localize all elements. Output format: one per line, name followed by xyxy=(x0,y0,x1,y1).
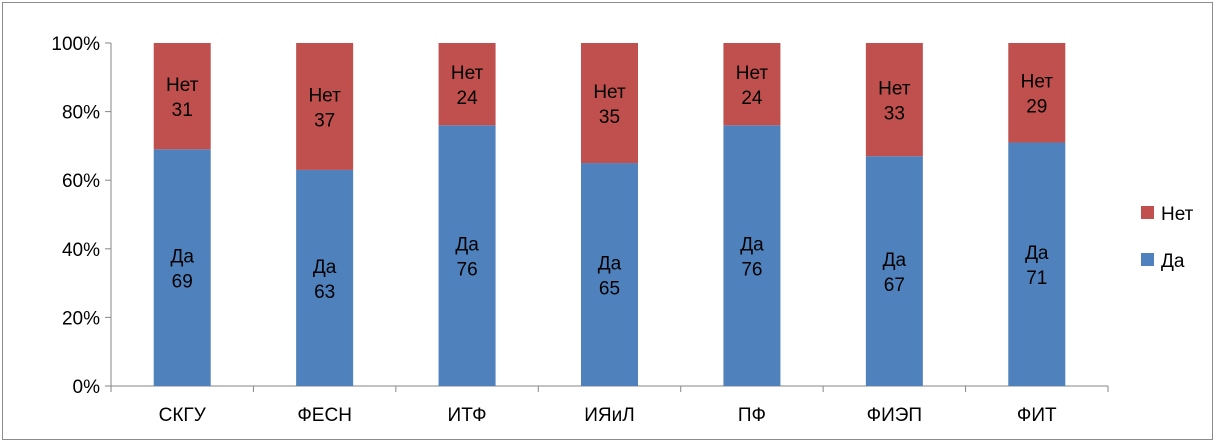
y-tick-label: 40% xyxy=(62,240,100,261)
bar-value-label: 76 xyxy=(741,260,762,281)
bar-value-label: 29 xyxy=(1026,97,1047,118)
bar-series-label: Нет xyxy=(878,79,911,100)
bar-value-label: 37 xyxy=(314,110,335,131)
bars: Да 69 Нет 31 Да 63 Нет 37 Да 76 Нет 24 Да 65 Нет 35 Да 76… xyxy=(153,43,1066,386)
x-axis: СКГУ ФЕСН ИТФ ИЯиЛ ПФ ФИЭП ФИТ xyxy=(110,385,1109,426)
bar-segment xyxy=(581,163,638,386)
bar-value-label: 71 xyxy=(1026,268,1047,289)
x-tick-label: ФИЭП xyxy=(867,405,922,426)
x-tick-label: ФИТ xyxy=(1017,405,1057,426)
bar-segment xyxy=(153,43,211,150)
y-tick-label: 20% xyxy=(62,308,100,329)
bar-value-label: 24 xyxy=(457,88,479,109)
y-axis: 0% 20% 40% 60% 80% 100% xyxy=(51,34,112,398)
legend: Нет Да xyxy=(1141,204,1194,272)
x-tick-label: ИЯиЛ xyxy=(584,405,634,426)
y-tick-label: 100% xyxy=(51,34,100,55)
bar-value-label: 35 xyxy=(599,107,620,128)
x-tick-label: ФЕСН xyxy=(297,405,352,426)
bar-value-label: 65 xyxy=(599,279,620,300)
bar-series-label: Да xyxy=(455,235,479,256)
bar-segment xyxy=(153,149,211,386)
bar-series-label: Нет xyxy=(593,82,626,103)
bar-series-label: Нет xyxy=(1021,72,1054,93)
bar-value-label: 31 xyxy=(172,100,193,121)
bar-segment xyxy=(1008,43,1066,143)
bar-series-label: Да xyxy=(170,247,194,268)
bar-series-label: Нет xyxy=(451,63,484,84)
legend-swatch xyxy=(1141,253,1154,266)
bar-segment xyxy=(1008,142,1066,386)
y-tick-label: 0% xyxy=(73,377,101,398)
x-tick-label: СКГУ xyxy=(159,405,207,426)
bar-segment xyxy=(296,43,354,170)
legend-swatch xyxy=(1141,206,1154,219)
bar-series-label: Да xyxy=(598,254,622,275)
bar-segment xyxy=(438,125,496,386)
legend-label: Да xyxy=(1161,251,1185,272)
bar-series-label: Нет xyxy=(736,63,769,84)
y-tick-label: 80% xyxy=(62,103,100,124)
bar-segment xyxy=(865,43,923,157)
bar-series-label: Нет xyxy=(166,75,199,96)
bar-segment xyxy=(438,43,496,126)
bar-value-label: 24 xyxy=(741,88,763,109)
legend-label: Нет xyxy=(1161,204,1194,225)
y-tick-label: 60% xyxy=(62,171,100,192)
bar-segment xyxy=(296,169,354,386)
bar-value-label: 33 xyxy=(884,104,905,125)
bar-value-label: 63 xyxy=(314,282,335,303)
bar-series-label: Да xyxy=(1025,243,1049,264)
x-tick-label: ИТФ xyxy=(448,405,487,426)
bar-segment xyxy=(581,43,638,164)
bar-segment xyxy=(723,125,781,386)
bar-value-label: 67 xyxy=(884,275,905,296)
bar-series-label: Да xyxy=(883,250,907,271)
bar-series-label: Да xyxy=(740,235,764,256)
bar-value-label: 69 xyxy=(172,272,193,293)
bar-segment xyxy=(865,156,923,386)
bar-series-label: Да xyxy=(313,257,337,278)
stacked-bar-chart: 0% 20% 40% 60% 80% 100% СКГУ ФЕСН ИТФ ИЯиЛ ПФ ФИЭП… xyxy=(51,34,1194,426)
bar-segment xyxy=(723,43,781,126)
x-tick-label: ПФ xyxy=(738,405,766,426)
bar-value-label: 76 xyxy=(457,260,478,281)
bar-series-label: Нет xyxy=(308,85,341,106)
